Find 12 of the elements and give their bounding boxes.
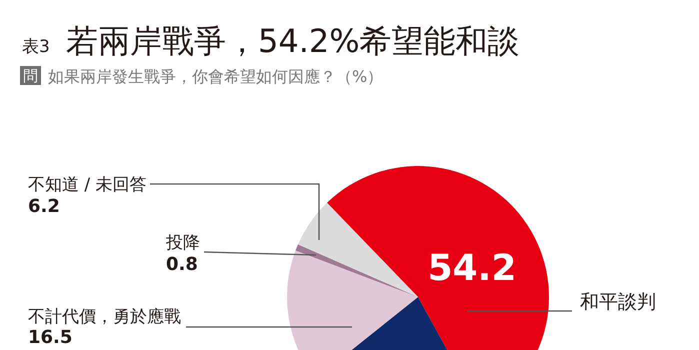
data-label: 0.8 [166,254,198,275]
text: 問 [23,67,38,85]
text: 表3 [22,37,50,57]
data-label: 16.5 [28,327,72,348]
chart-subtitle: 如果兩岸發生戰爭，你會希望如何因應？（%） [48,67,384,86]
slice-label: 不知道 / 未回答 [28,175,147,195]
slice-label: 不計代價，勇於應戰 [28,307,181,327]
data-label: 54.2 [428,248,516,289]
chart-title: 若兩岸戰爭，54.2%希望能和談 [66,22,520,60]
slice-label: 投降 [165,233,200,253]
data-label: 6.2 [28,196,60,217]
slice-label: 和平談判 [580,291,656,313]
